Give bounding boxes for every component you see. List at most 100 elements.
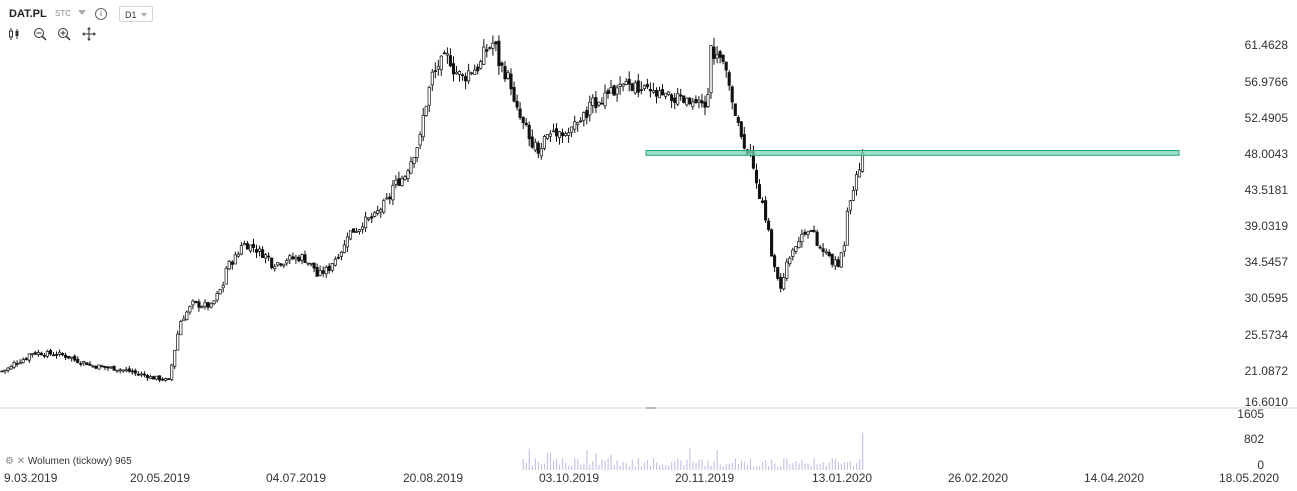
volume-bar — [540, 464, 542, 470]
candle-body — [467, 70, 471, 82]
candle-body — [667, 91, 671, 95]
candle-body — [361, 226, 365, 230]
candle-body — [488, 47, 492, 50]
candle-body — [254, 249, 259, 253]
zoom-out-icon[interactable] — [33, 27, 47, 41]
candle-body — [482, 46, 486, 65]
chevron-down-icon — [141, 13, 147, 17]
symbol-label[interactable]: DAT.PL — [9, 8, 47, 20]
candle-body — [227, 261, 231, 270]
candle-body — [518, 108, 522, 118]
candle-body — [45, 350, 49, 357]
candle-body — [170, 364, 174, 380]
price-tick: 56.9766 — [1244, 75, 1288, 89]
volume-bar — [734, 458, 736, 470]
candle-body — [200, 306, 204, 309]
volume-bar — [549, 452, 552, 470]
close-icon[interactable]: ✕ — [16, 456, 26, 467]
candle-body — [421, 115, 425, 138]
interval-select[interactable]: D1 — [119, 6, 153, 22]
candle-body — [603, 92, 607, 107]
volume-bar — [613, 465, 615, 470]
candle-body — [485, 49, 489, 52]
candle-body — [357, 229, 362, 232]
candle-body — [73, 355, 77, 361]
volume-bar — [810, 465, 812, 470]
candle-body — [379, 209, 383, 213]
price-tick: 43.5181 — [1244, 183, 1288, 197]
candle-body — [636, 80, 640, 93]
candle-body — [297, 256, 301, 262]
candle-body — [318, 270, 322, 276]
volume-bar — [740, 460, 742, 470]
candle-body — [94, 365, 98, 369]
candle-body — [773, 255, 777, 268]
chart-toolbar: DAT.PL STC i D1 — [0, 0, 300, 48]
chevron-down-icon[interactable] — [78, 10, 86, 15]
candle-body — [809, 230, 813, 232]
candle-body — [209, 303, 213, 308]
candle-body — [300, 254, 304, 261]
candle-body — [439, 55, 443, 71]
candle-body — [785, 261, 789, 279]
candle-body — [224, 267, 228, 285]
candle-body — [606, 90, 610, 94]
candle-body — [527, 124, 531, 140]
candle-body — [803, 231, 807, 235]
candle-body — [239, 245, 243, 255]
candle-body — [627, 78, 631, 85]
candle-body — [845, 210, 849, 246]
candle-body — [670, 94, 674, 102]
volume-bar — [804, 463, 806, 470]
support-zone[interactable] — [645, 150, 1180, 156]
volume-bar — [631, 459, 633, 470]
price-tick: 30.0595 — [1244, 291, 1288, 305]
candle-body — [491, 42, 495, 49]
candle-body — [464, 76, 468, 82]
info-icon[interactable]: i — [95, 8, 107, 20]
volume-bar — [831, 458, 833, 470]
candle-body — [76, 359, 80, 363]
candle-body — [657, 90, 662, 99]
volume-bar — [762, 462, 764, 470]
candle-body — [821, 248, 825, 252]
candle-body — [760, 200, 765, 203]
candle-body — [824, 251, 828, 254]
candle-body — [545, 134, 549, 139]
volume-bar — [634, 466, 636, 470]
candle-body — [330, 263, 334, 271]
volume-bar — [595, 453, 597, 470]
volume-bar — [789, 464, 791, 470]
candle-body — [36, 352, 40, 355]
candle-body — [185, 311, 189, 320]
volume-bar — [813, 458, 815, 470]
candle-body — [139, 373, 143, 376]
candle-body — [673, 97, 677, 103]
candle-body — [303, 254, 307, 263]
candle-body — [733, 103, 737, 116]
gear-icon[interactable]: ⚙ — [5, 456, 14, 467]
volume-bar — [586, 450, 588, 470]
volume-bar — [856, 463, 858, 470]
candle-body — [151, 376, 156, 380]
price-tick: 48.0043 — [1244, 147, 1288, 161]
candle-body — [830, 253, 834, 265]
volume-bar — [656, 462, 658, 470]
volume-legend: ⚙ ✕ Wolumen (tickowy) 965 — [5, 456, 132, 467]
volume-tick: 1605 — [1237, 407, 1264, 421]
volume-bar — [722, 466, 724, 470]
crosshair-icon[interactable] — [82, 27, 96, 41]
candle-body — [848, 200, 852, 211]
volume-bar — [668, 465, 670, 470]
candle-body — [206, 302, 210, 308]
candles-icon[interactable] — [8, 27, 22, 41]
volume-bar — [553, 460, 555, 470]
zoom-in-icon[interactable] — [57, 27, 71, 41]
candle-body — [258, 248, 262, 252]
candle-body — [233, 254, 237, 265]
volume-bar — [749, 458, 752, 470]
price-tick: 21.0872 — [1244, 364, 1288, 378]
candle-body — [127, 368, 131, 372]
candle-body — [427, 86, 431, 106]
